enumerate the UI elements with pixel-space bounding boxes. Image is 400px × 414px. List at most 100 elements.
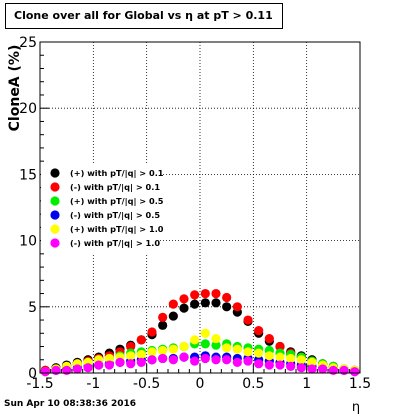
- data-point: [328, 365, 338, 375]
- legend: (+) with pT/|q| > 0.1 (-) with pT/|q| > 0…: [41, 165, 164, 253]
- data-point: [62, 365, 72, 375]
- data-point: [158, 353, 168, 364]
- legend-entry: (-) with pT/|q| > 0.5: [70, 210, 160, 220]
- x-tick-label: 1: [302, 376, 311, 392]
- data-point: [254, 348, 264, 358]
- data-point: [147, 347, 157, 357]
- data-point: [168, 344, 178, 354]
- x-tick-label: 1.5: [349, 376, 371, 392]
- data-point: [275, 341, 285, 352]
- x-tick-label: 0: [196, 376, 205, 392]
- data-point: [318, 364, 328, 374]
- data-point: [296, 355, 306, 365]
- data-point: [158, 345, 168, 356]
- data-point: [264, 360, 274, 370]
- data-point: [222, 343, 232, 353]
- data-point: [243, 347, 253, 357]
- data-point: [211, 298, 221, 308]
- data-point: [222, 292, 232, 303]
- data-point: [168, 355, 178, 365]
- data-point: [179, 341, 189, 352]
- data-point: [200, 353, 210, 364]
- data-point: [339, 365, 349, 375]
- data-point: [126, 359, 136, 369]
- data-point: [232, 302, 242, 312]
- data-point: [296, 363, 306, 373]
- data-point: [136, 349, 146, 360]
- data-point: [307, 357, 317, 368]
- x-tick-label: -0.5: [133, 376, 160, 392]
- data-point: [200, 328, 210, 338]
- data-point: [168, 299, 178, 309]
- data-point: [147, 327, 157, 337]
- data-point: [264, 333, 274, 344]
- data-point: [126, 351, 136, 361]
- data-point: [104, 360, 114, 370]
- data-point: [211, 333, 221, 344]
- data-point: [275, 360, 285, 370]
- legend-marker: [50, 196, 60, 206]
- legend-entry: (-) with pT/|q| > 0.1: [70, 182, 160, 192]
- y-tick-label: 0: [28, 366, 37, 382]
- data-point: [104, 353, 114, 364]
- data-point: [211, 288, 221, 299]
- data-point: [190, 335, 200, 345]
- data-point: [158, 320, 168, 330]
- data-point: [254, 359, 264, 369]
- data-point: [232, 344, 242, 354]
- data-point: [94, 360, 104, 370]
- data-point: [136, 335, 146, 345]
- data-point: [200, 298, 210, 308]
- legend-marker: [50, 182, 60, 192]
- y-tick-label: 25: [19, 35, 37, 51]
- x-tick-label: 0.5: [242, 376, 264, 392]
- data-point: [211, 355, 221, 365]
- data-point: [72, 364, 82, 374]
- y-tick-label: 5: [28, 300, 37, 316]
- y-tick-label: 20: [19, 101, 37, 117]
- legend-marker: [50, 238, 60, 248]
- data-point: [222, 355, 232, 365]
- data-point: [200, 339, 210, 349]
- data-point: [179, 303, 189, 313]
- legend-box: [41, 165, 159, 253]
- data-point: [190, 356, 200, 366]
- data-point: [179, 352, 189, 362]
- data-point: [243, 315, 253, 325]
- data-point: [254, 326, 264, 336]
- data-point: [136, 357, 146, 368]
- data-point: [264, 351, 274, 361]
- data-point: [232, 357, 242, 368]
- legend-entry: (+) with pT/|q| > 1.0: [70, 224, 164, 234]
- data-point: [190, 290, 200, 300]
- data-point: [83, 363, 93, 373]
- x-tick-label: -1.5: [26, 376, 53, 392]
- data-point: [126, 341, 136, 352]
- data-point: [179, 294, 189, 304]
- data-point: [115, 357, 125, 368]
- data-point: [286, 353, 296, 364]
- data-point: [158, 312, 168, 322]
- data-point: [190, 299, 200, 309]
- data-point: [51, 365, 61, 375]
- data-point: [275, 352, 285, 362]
- data-point: [168, 311, 178, 321]
- y-tick-label: 15: [19, 167, 37, 183]
- y-axis-label: CloneA (%): [7, 45, 23, 132]
- data-point: [286, 361, 296, 371]
- legend-entry: (+) with pT/|q| > 0.5: [70, 196, 164, 206]
- y-tick-label: 10: [19, 234, 37, 250]
- data-point: [211, 340, 221, 350]
- legend-entry: (+) with pT/|q| > 0.1: [70, 168, 164, 178]
- data-point: [243, 356, 253, 366]
- legend-marker: [50, 224, 60, 234]
- data-point: [307, 364, 317, 374]
- timestamp: Sun Apr 10 08:38:36 2016: [4, 399, 137, 409]
- legend-marker: [50, 168, 60, 178]
- x-axis-label: η: [352, 400, 360, 414]
- legend-entry: (-) with pT/|q| > 1.0: [70, 238, 160, 248]
- data-point: [222, 302, 232, 312]
- chart-title: Clone over all for Global vs η at pT > 0…: [5, 3, 283, 29]
- data-point: [40, 367, 50, 377]
